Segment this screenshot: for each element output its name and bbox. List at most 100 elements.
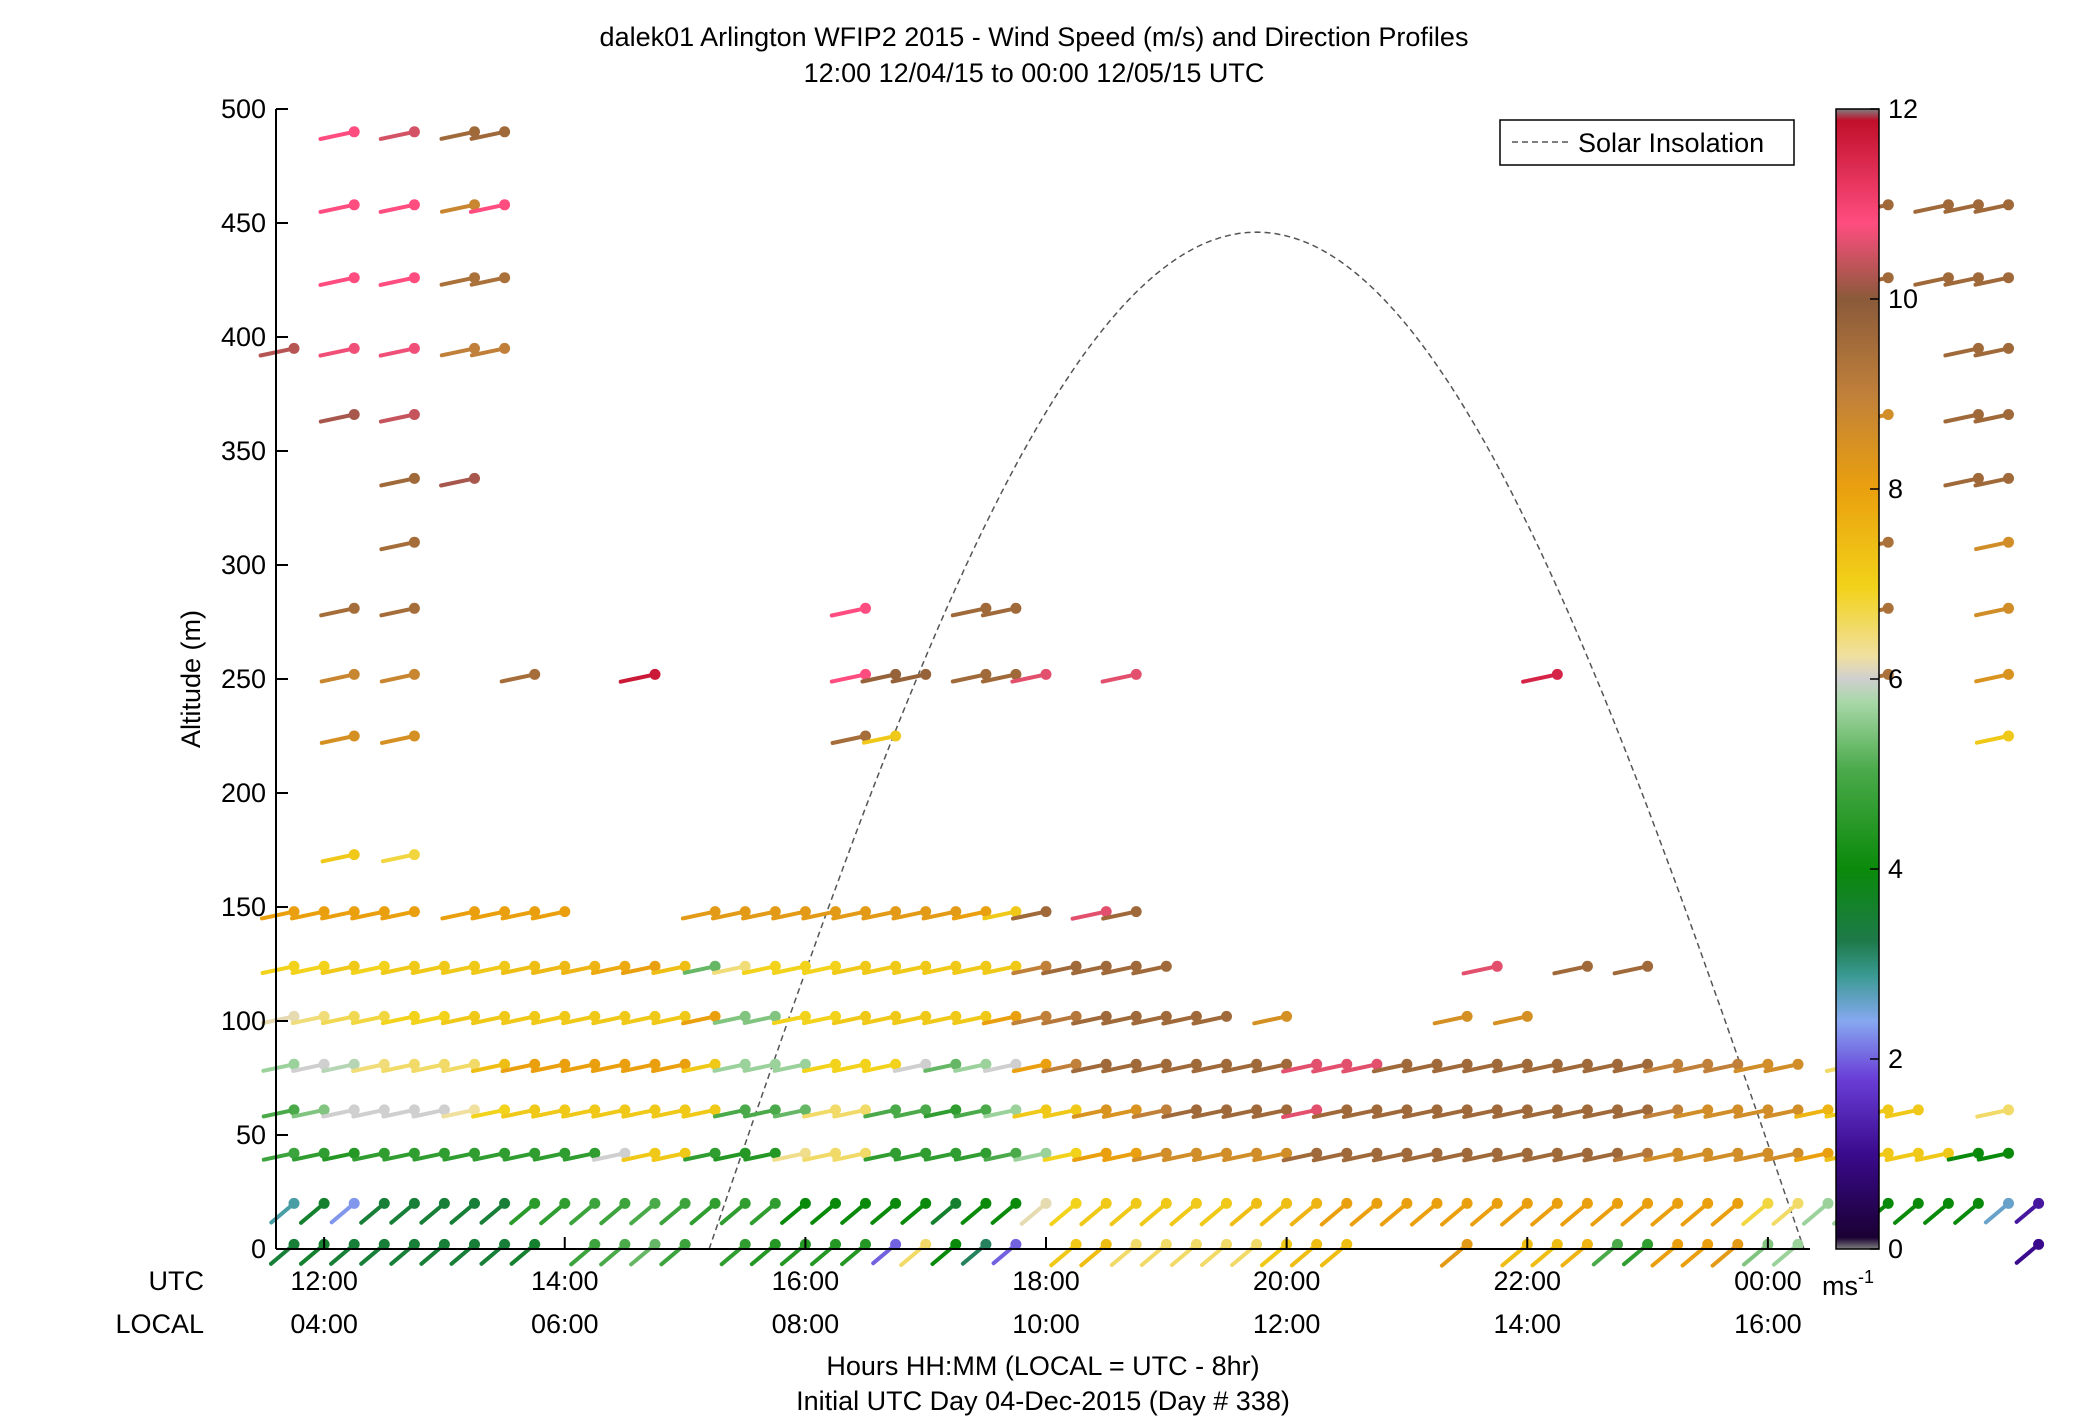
wind-barb-point <box>1672 1197 1684 1209</box>
wind-barb-point <box>1732 1058 1744 1070</box>
wind-barb-point <box>1942 1147 1954 1159</box>
wind-profile <box>801 906 841 1267</box>
wind-barb-shaft <box>1070 909 1109 921</box>
wind-barb-point <box>649 668 661 680</box>
wind-barb-shaft <box>1221 1062 1259 1074</box>
solar-insolation-curve <box>708 231 1805 1250</box>
wind-barb-point <box>378 1238 390 1250</box>
wind-barb-point <box>739 1197 751 1209</box>
wind-profile <box>1943 199 1984 1225</box>
wind-barb-point <box>1942 199 1954 211</box>
wind-barb-point <box>348 730 360 742</box>
wind-barb-point <box>1491 1197 1503 1209</box>
y-tick-label: 400 <box>221 322 266 352</box>
wind-barb-point <box>2003 342 2014 354</box>
wind-profile <box>1763 1058 1804 1267</box>
wind-barb-point <box>288 906 300 918</box>
wind-barb-point <box>1612 1197 1623 1209</box>
wind-barb-shaft <box>890 672 928 684</box>
wind-barb-point <box>1040 1104 1052 1116</box>
wind-barb-point <box>769 1238 781 1250</box>
wind-barb-point <box>1190 1104 1202 1116</box>
wind-barb-point <box>1070 1238 1082 1250</box>
wind-profile <box>1492 1010 1533 1268</box>
wind-barb-point <box>679 1010 691 1022</box>
wind-barb-point <box>499 272 511 284</box>
wind-barb-point <box>529 906 541 918</box>
wind-barb-point <box>1130 1058 1142 1070</box>
wind-barb-point <box>408 199 420 211</box>
y-tick-label: 500 <box>221 94 266 124</box>
wind-barb-shaft <box>379 476 417 488</box>
wind-barb-point <box>1581 960 1593 972</box>
wind-barb-shaft <box>1161 1107 1199 1119</box>
wind-barb-point <box>1010 906 1022 918</box>
wind-barb-point <box>1040 960 1052 972</box>
wind-barb-point <box>679 960 691 972</box>
wind-barb-shaft <box>1973 275 2011 287</box>
wind-barb-shaft <box>1673 1151 1710 1163</box>
wind-barb-point <box>1792 1197 1804 1209</box>
wind-barb-point <box>1221 1104 1232 1116</box>
x-tick-label-local: 06:00 <box>531 1309 599 1339</box>
wind-profile <box>1041 960 1082 1268</box>
wind-barb-point <box>1311 1147 1323 1159</box>
wind-profile <box>1432 1010 1473 1268</box>
wind-barb-point <box>1371 1147 1383 1159</box>
wind-barb-point <box>890 668 902 680</box>
wind-barb-point <box>739 1238 751 1250</box>
wind-barb-shaft <box>1071 964 1109 976</box>
wind-barb-point <box>1100 1147 1112 1159</box>
wind-barb-shaft <box>1131 1014 1169 1026</box>
wind-barb-shaft <box>1192 1151 1229 1163</box>
wind-barb-point <box>1341 1058 1353 1070</box>
wind-barb-shaft <box>1522 1151 1560 1163</box>
wind-barb-point <box>1792 1147 1804 1159</box>
wind-barb-point <box>1130 960 1142 972</box>
wind-profile <box>1311 1058 1353 1268</box>
wind-barb-point <box>469 342 480 354</box>
wind-barb-point <box>1461 1058 1473 1070</box>
wind-barb-point <box>1882 668 1894 680</box>
wind-barb-shaft <box>1251 1062 1289 1074</box>
wind-barb-point <box>1010 960 1022 972</box>
wind-barb-point <box>769 1058 781 1070</box>
wind-barb-point <box>408 1197 420 1209</box>
wind-barb-point <box>318 906 330 918</box>
wind-barb-point <box>1040 1197 1052 1209</box>
wind-barb-point <box>1882 272 1894 284</box>
wind-barb-shaft <box>1492 1107 1530 1119</box>
colorbar-tick-label: 4 <box>1888 854 1903 884</box>
wind-barb-shaft <box>1763 1062 1800 1074</box>
colorbar-unit: ms-1 <box>1822 1267 1874 1301</box>
x-axis-label: Hours HH:MM (LOCAL = UTC - 8hr) <box>826 1351 1259 1381</box>
wind-barb-point <box>1491 1104 1503 1116</box>
wind-barb-point <box>408 668 420 680</box>
x-ticks: 12:00 04:00 14:00 06:00 16:00 08:00 18:00 10:00… <box>290 1237 1802 1339</box>
wind-barb-shaft <box>1131 1151 1169 1163</box>
wind-profile <box>410 960 450 1266</box>
wind-barb-shaft <box>980 606 1018 618</box>
wind-barb-point <box>860 1238 871 1250</box>
colorbar-unit-exp: -1 <box>1858 1267 1874 1287</box>
wind-barb-point <box>318 1010 330 1022</box>
wind-barb-shaft <box>1371 1062 1409 1074</box>
wind-profile <box>1703 1058 1744 1268</box>
wind-barb-point <box>529 1104 541 1116</box>
wind-barb-point <box>619 1197 631 1209</box>
legend-box <box>1499 119 1795 166</box>
wind-barb-point <box>589 960 601 972</box>
wind-barb-point <box>1972 272 1984 284</box>
wind-barb-point <box>980 1197 992 1209</box>
wind-barb-shaft <box>468 202 507 214</box>
wind-barb-point <box>1130 668 1142 680</box>
wind-barb-shaft <box>380 734 417 745</box>
wind-barb-point <box>348 602 360 614</box>
wind-barb-point <box>288 342 300 354</box>
wind-barb-point <box>649 1238 661 1250</box>
wind-barb-point <box>318 1147 330 1159</box>
wind-barb-point <box>288 1238 300 1250</box>
wind-profile <box>1913 199 1954 1225</box>
wind-barb-point <box>920 1104 932 1116</box>
wind-barb-point <box>1732 1104 1744 1116</box>
